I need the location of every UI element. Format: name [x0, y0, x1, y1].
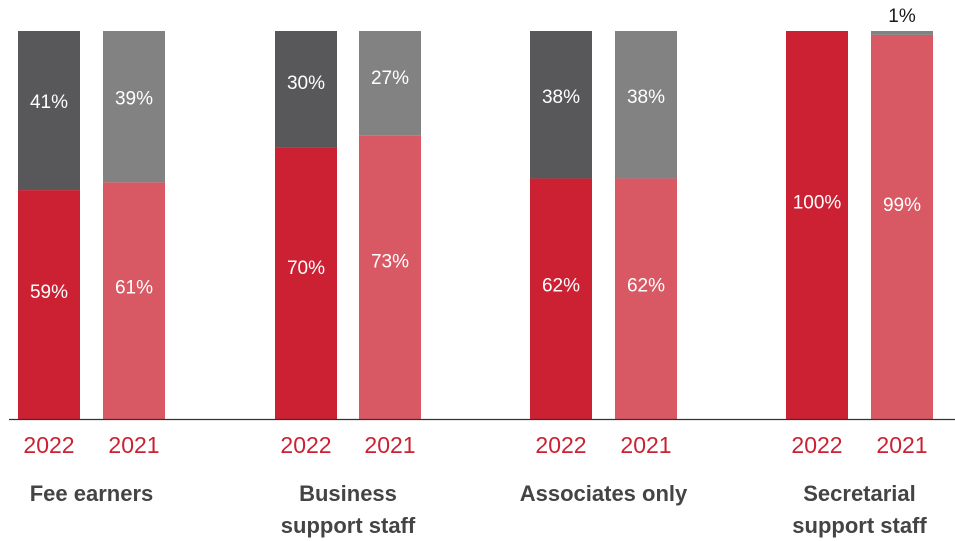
bar-1-1-year-label: 2021 [364, 432, 415, 458]
bar-0-0-bottom-segment [18, 190, 80, 419]
bar-2-0-top-value-label: 38% [542, 87, 580, 108]
bar-3-0-year-label: 2022 [791, 432, 842, 458]
bar-0-0-top-value-label: 41% [30, 92, 68, 113]
bar-0-1-year-label: 2021 [108, 432, 159, 458]
bar-0-0-year-label: 2022 [23, 432, 74, 458]
bar-3-1-bottom-segment [871, 34, 933, 419]
bar-2-0-top-segment [530, 31, 592, 179]
group-1-name-label-line-0: Business [299, 481, 397, 506]
group-3-name-label-line-0: Secretarial [803, 481, 916, 506]
bar-2-1-top-value-label: 38% [627, 87, 665, 108]
bar-0-1-top-value-label: 39% [115, 89, 153, 110]
group-1-name-label-line-1: support staff [281, 513, 416, 538]
bar-2-1-year-label: 2021 [620, 432, 671, 458]
bar-1-0-bottom-segment [275, 147, 337, 419]
bar-3-0-bottom-segment [786, 31, 848, 419]
bar-2-0-bottom-value-label: 62% [542, 275, 580, 296]
bar-2-1-top-segment [615, 31, 677, 179]
bar-1-1-top-value-label: 27% [371, 68, 409, 89]
bar-3-0-bottom-value-label: 100% [793, 193, 842, 214]
bar-2-1-bottom-segment [615, 178, 677, 419]
bar-1-1-top-segment [359, 31, 421, 136]
bar-2-0-bottom-segment [530, 178, 592, 419]
bar-2-1-bottom-value-label: 62% [627, 275, 665, 296]
bar-2-0-year-label: 2022 [535, 432, 586, 458]
bar-3-1-bottom-value-label: 99% [883, 195, 921, 216]
bar-0-0-top-segment [18, 31, 80, 191]
bar-1-1-bottom-value-label: 73% [371, 251, 409, 272]
bar-1-0-top-value-label: 30% [287, 73, 325, 94]
bar-3-1-top-segment [871, 31, 933, 35]
bar-0-1-top-segment [103, 31, 165, 183]
group-2-name-label-line-0: Associates only [520, 481, 688, 506]
bar-0-1-bottom-value-label: 61% [115, 277, 153, 298]
bar-1-0-bottom-value-label: 70% [287, 258, 325, 279]
bar-1-1-bottom-segment [359, 135, 421, 419]
bar-0-1-bottom-segment [103, 182, 165, 419]
bar-1-0-year-label: 2022 [280, 432, 331, 458]
group-3-name-label-line-1: support staff [792, 513, 927, 538]
bar-3-1-top-value-label: 1% [888, 6, 916, 27]
bar-3-1-year-label: 2021 [876, 432, 927, 458]
group-0-name-label-line-0: Fee earners [30, 481, 154, 506]
bar-0-0-bottom-value-label: 59% [30, 282, 68, 303]
bar-1-0-top-segment [275, 31, 337, 148]
